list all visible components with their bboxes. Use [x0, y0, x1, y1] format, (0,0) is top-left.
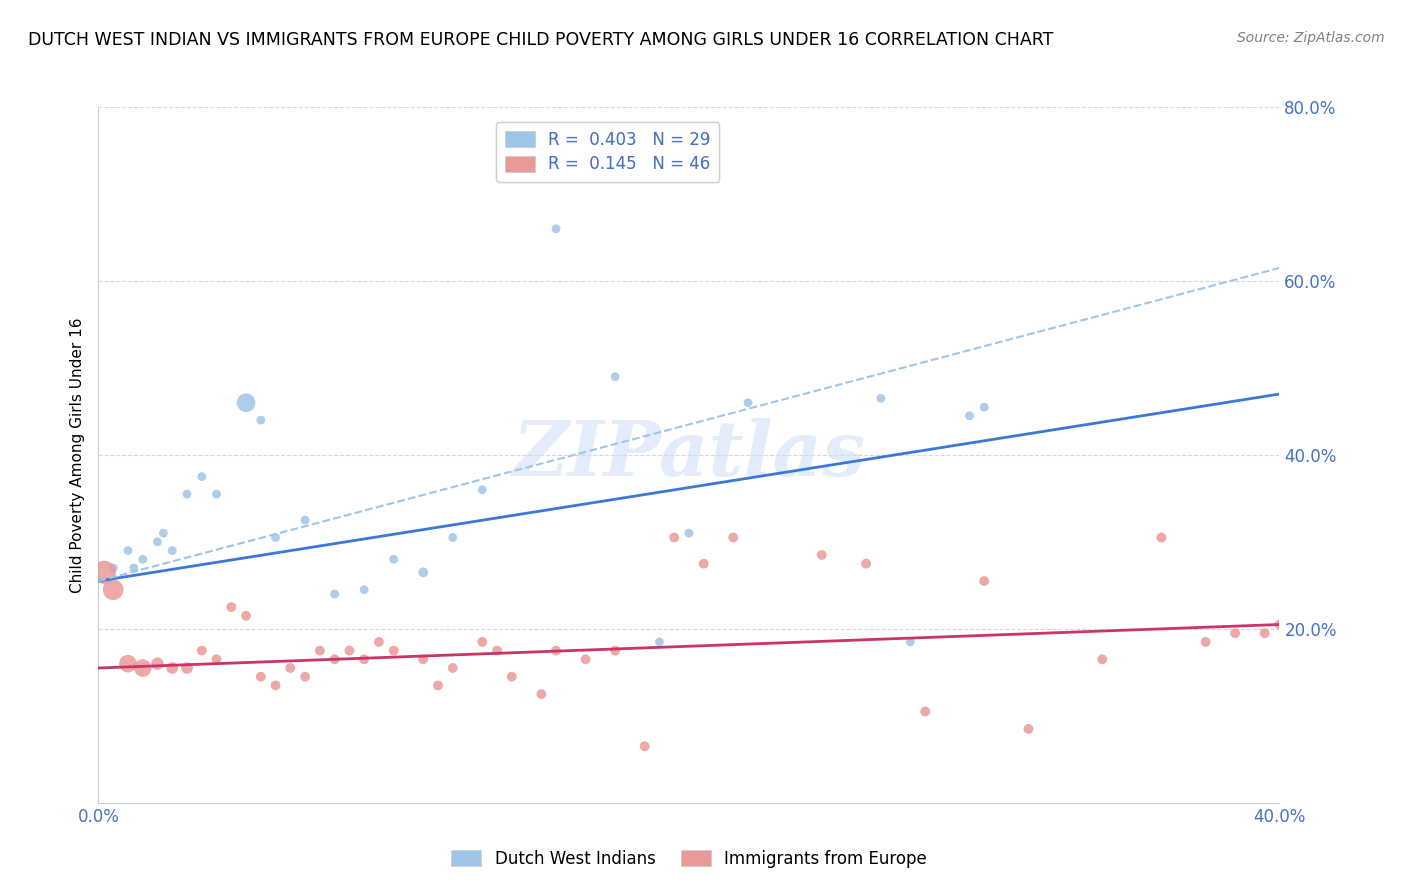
Point: [219, 600, 242, 615]
Point: [294, 513, 316, 527]
Point: [471, 483, 494, 497]
Point: [486, 643, 509, 657]
Point: [412, 652, 434, 666]
Point: [353, 652, 375, 666]
Point: [117, 657, 139, 671]
Point: [648, 635, 671, 649]
Point: [1017, 722, 1039, 736]
Point: [205, 652, 228, 666]
Point: [605, 643, 627, 657]
Point: [1223, 626, 1246, 640]
Point: [294, 670, 316, 684]
Legend: R =  0.403   N = 29, R =  0.145   N = 46: R = 0.403 N = 29, R = 0.145 N = 46: [496, 122, 718, 182]
Point: [1195, 635, 1218, 649]
Y-axis label: Child Poverty Among Girls Under 16: Child Poverty Among Girls Under 16: [69, 318, 84, 592]
Point: [382, 552, 405, 566]
Point: [278, 661, 302, 675]
Point: [146, 657, 169, 671]
Point: [1254, 626, 1277, 640]
Point: [117, 543, 139, 558]
Point: [605, 369, 627, 384]
Point: [353, 582, 375, 597]
Point: [544, 643, 567, 657]
Point: [530, 687, 553, 701]
Point: [235, 608, 257, 623]
Point: [122, 561, 145, 575]
Point: [132, 552, 155, 566]
Point: [678, 526, 700, 541]
Point: [973, 574, 995, 588]
Point: [146, 534, 169, 549]
Point: [368, 635, 391, 649]
Point: [132, 661, 155, 675]
Point: [162, 661, 183, 675]
Point: [869, 392, 891, 406]
Point: [959, 409, 981, 423]
Point: [191, 643, 214, 657]
Point: [721, 531, 744, 545]
Point: [103, 561, 125, 575]
Point: [855, 557, 877, 571]
Point: [323, 587, 346, 601]
Point: [900, 635, 922, 649]
Point: [1091, 652, 1114, 666]
Point: [1268, 617, 1291, 632]
Point: [205, 487, 228, 501]
Point: [93, 566, 115, 580]
Point: [427, 678, 450, 692]
Point: [441, 531, 464, 545]
Point: [412, 566, 434, 580]
Point: [250, 670, 273, 684]
Point: [914, 705, 936, 719]
Legend: Dutch West Indians, Immigrants from Europe: Dutch West Indians, Immigrants from Euro…: [444, 844, 934, 875]
Point: [250, 413, 273, 427]
Point: [152, 526, 174, 541]
Point: [176, 487, 198, 501]
Point: [382, 643, 405, 657]
Text: ZIPatlas: ZIPatlas: [512, 418, 866, 491]
Point: [810, 548, 832, 562]
Point: [309, 643, 332, 657]
Point: [574, 652, 596, 666]
Text: Source: ZipAtlas.com: Source: ZipAtlas.com: [1237, 31, 1385, 45]
Point: [664, 531, 686, 545]
Point: [501, 670, 523, 684]
Point: [191, 469, 214, 483]
Point: [264, 531, 287, 545]
Point: [337, 643, 360, 657]
Point: [633, 739, 655, 754]
Point: [235, 396, 257, 410]
Text: DUTCH WEST INDIAN VS IMMIGRANTS FROM EUROPE CHILD POVERTY AMONG GIRLS UNDER 16 C: DUTCH WEST INDIAN VS IMMIGRANTS FROM EUR…: [28, 31, 1053, 49]
Point: [471, 635, 494, 649]
Point: [737, 396, 759, 410]
Point: [103, 582, 125, 597]
Point: [264, 678, 287, 692]
Point: [693, 557, 716, 571]
Point: [162, 543, 183, 558]
Point: [176, 661, 198, 675]
Point: [323, 652, 346, 666]
Point: [441, 661, 464, 675]
Point: [973, 400, 995, 414]
Point: [544, 221, 567, 235]
Point: [1150, 531, 1173, 545]
